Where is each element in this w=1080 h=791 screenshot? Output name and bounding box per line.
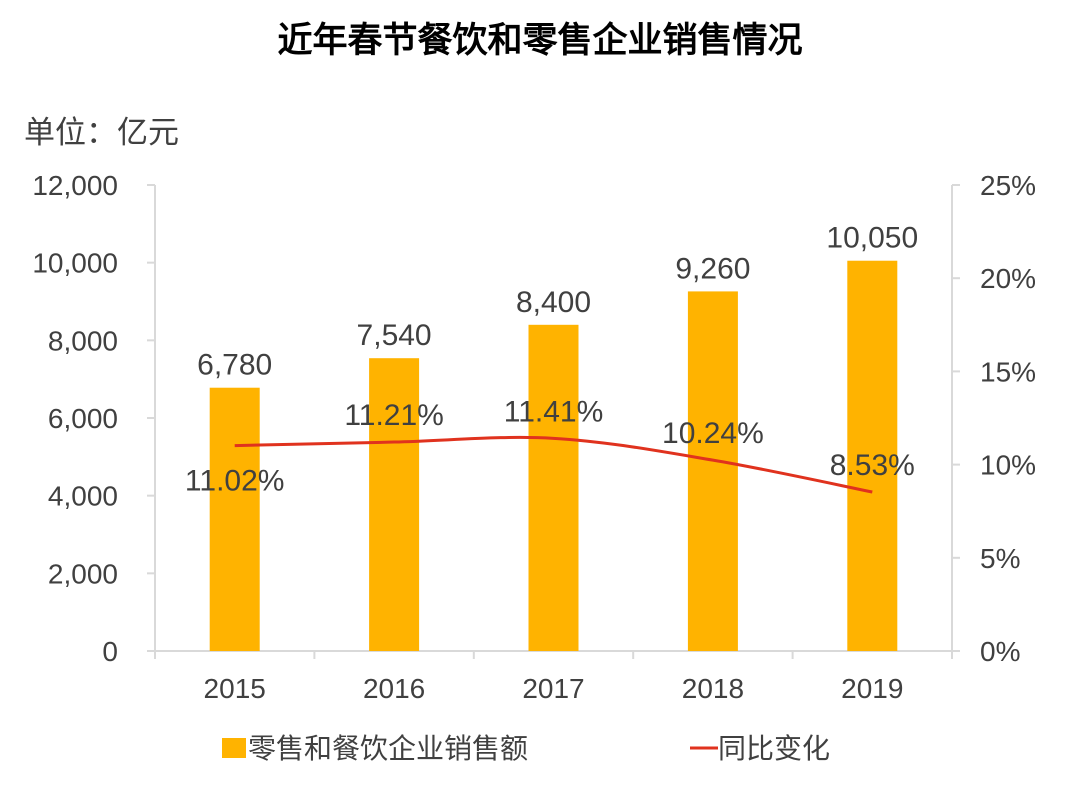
legend-bar-swatch (222, 738, 246, 758)
left-tick-label: 4,000 (48, 481, 118, 512)
legend: 零售和餐饮企业销售额 同比变化 (222, 732, 830, 765)
unit-label: 单位：亿元 (24, 115, 179, 151)
bar (369, 358, 420, 651)
bar-value-label: 9,260 (675, 252, 750, 285)
axes: 0 2,000 4,000 6,000 8,000 10,000 12,000 0% 5% 10%… (32, 170, 1036, 704)
data-labels: 6,780 7,540 8,400 9,260 10,050 11.02% 11.21% 11… (185, 222, 918, 498)
line-value-label: 11.02% (185, 465, 285, 498)
line-series (234, 435, 873, 494)
line-value-label: 8.53% (830, 449, 915, 482)
bar-value-label: 8,400 (516, 286, 591, 319)
right-tick-label: 10% (980, 450, 1036, 481)
bar (687, 291, 738, 651)
right-tick-label: 5% (980, 543, 1020, 574)
left-tick-label: 0 (102, 636, 118, 667)
line-value-label: 11.21% (344, 399, 444, 432)
right-tick-label: 15% (980, 356, 1036, 387)
line-value-label: 10.24% (662, 417, 764, 450)
bar-series (209, 260, 898, 651)
left-tick-label: 6,000 (48, 403, 118, 434)
left-tick-label: 8,000 (48, 325, 118, 356)
line-value-label: 11.41% (504, 395, 604, 428)
left-tick-label: 10,000 (32, 248, 118, 279)
legend-line-label: 同比变化 (718, 732, 830, 765)
x-tick-label: 2015 (204, 673, 266, 704)
x-tick-label: 2019 (841, 673, 903, 704)
left-tick-label: 2,000 (48, 558, 118, 589)
bar (209, 387, 260, 651)
right-tick-label: 20% (980, 263, 1036, 294)
right-tick-label: 0% (980, 636, 1020, 667)
bar-value-label: 10,050 (826, 222, 918, 255)
legend-bar-label: 零售和餐饮企业销售额 (248, 732, 528, 765)
x-tick-label: 2017 (522, 673, 584, 704)
left-tick-label: 12,000 (32, 170, 118, 201)
x-tick-label: 2018 (682, 673, 744, 704)
bar-value-label: 7,540 (357, 319, 432, 352)
series-line (234, 435, 873, 494)
chart-title: 近年春节餐饮和零售企业销售情况 (277, 20, 802, 61)
bar (847, 260, 898, 651)
right-tick-label: 25% (980, 170, 1036, 201)
bar (528, 324, 579, 651)
x-tick-label: 2016 (363, 673, 425, 704)
bar-value-label: 6,780 (197, 349, 272, 382)
